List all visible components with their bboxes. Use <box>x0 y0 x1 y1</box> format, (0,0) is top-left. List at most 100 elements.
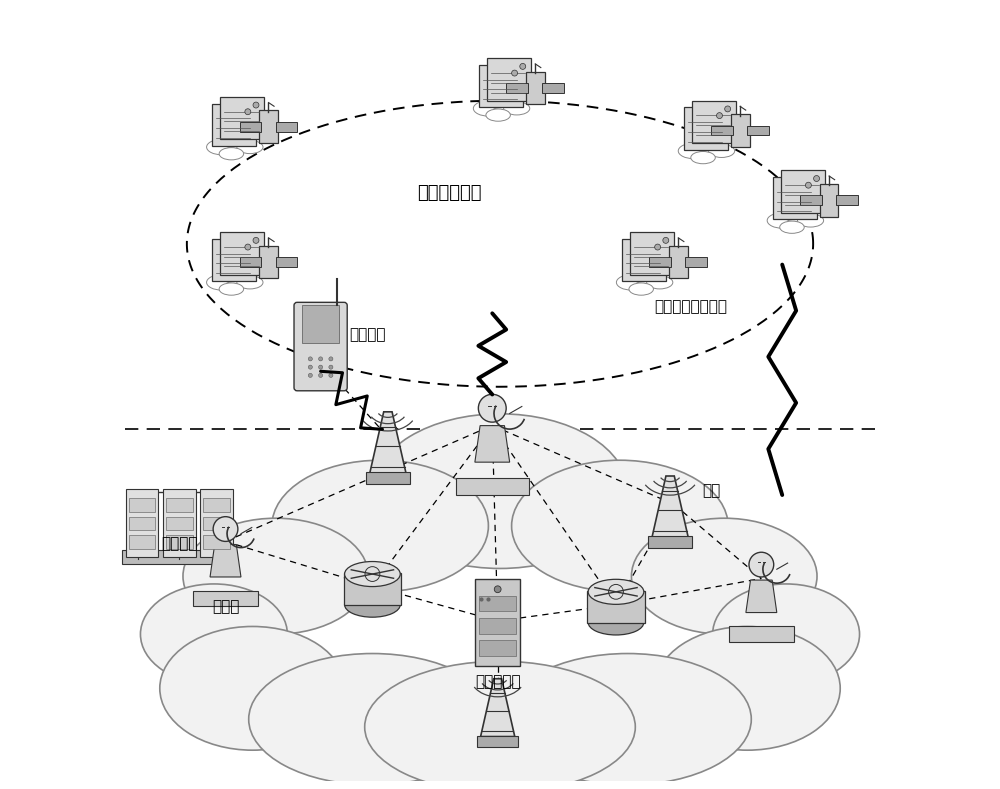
FancyBboxPatch shape <box>587 591 645 623</box>
Ellipse shape <box>140 584 287 684</box>
Circle shape <box>494 586 501 593</box>
Circle shape <box>308 365 312 369</box>
Circle shape <box>319 365 323 369</box>
Circle shape <box>655 244 661 250</box>
FancyBboxPatch shape <box>122 550 236 564</box>
Ellipse shape <box>629 283 653 295</box>
FancyBboxPatch shape <box>630 232 674 275</box>
FancyBboxPatch shape <box>622 239 666 282</box>
FancyBboxPatch shape <box>731 114 750 147</box>
FancyBboxPatch shape <box>692 101 736 143</box>
FancyBboxPatch shape <box>729 626 794 642</box>
Text: 用户终端: 用户终端 <box>349 327 386 342</box>
FancyBboxPatch shape <box>684 107 728 150</box>
Circle shape <box>329 373 333 377</box>
Circle shape <box>319 373 323 377</box>
FancyBboxPatch shape <box>294 302 347 391</box>
Polygon shape <box>370 412 406 473</box>
Text: 卫星边缘计算节点: 卫星边缘计算节点 <box>655 300 728 315</box>
FancyBboxPatch shape <box>344 574 401 605</box>
Ellipse shape <box>588 579 644 604</box>
Text: 地面站: 地面站 <box>212 600 239 615</box>
Circle shape <box>805 182 811 188</box>
FancyBboxPatch shape <box>747 125 769 136</box>
Ellipse shape <box>372 414 628 569</box>
Ellipse shape <box>678 143 709 159</box>
FancyBboxPatch shape <box>129 517 155 530</box>
FancyBboxPatch shape <box>526 72 545 104</box>
Text: 数据中心: 数据中心 <box>161 536 197 551</box>
Circle shape <box>213 517 238 541</box>
Ellipse shape <box>504 102 530 115</box>
Ellipse shape <box>694 138 723 152</box>
Ellipse shape <box>632 270 661 284</box>
Ellipse shape <box>588 610 644 635</box>
FancyBboxPatch shape <box>166 517 193 530</box>
Ellipse shape <box>207 140 238 155</box>
Ellipse shape <box>237 140 263 154</box>
Ellipse shape <box>691 151 715 164</box>
FancyBboxPatch shape <box>212 103 256 146</box>
Ellipse shape <box>713 584 860 684</box>
Ellipse shape <box>504 653 751 785</box>
FancyBboxPatch shape <box>479 618 516 634</box>
FancyBboxPatch shape <box>276 257 297 267</box>
FancyBboxPatch shape <box>479 596 516 611</box>
Polygon shape <box>481 679 515 737</box>
Circle shape <box>308 373 312 377</box>
Ellipse shape <box>647 276 673 289</box>
Circle shape <box>245 109 251 114</box>
Ellipse shape <box>616 275 647 290</box>
FancyBboxPatch shape <box>220 97 264 140</box>
Polygon shape <box>746 580 777 612</box>
Ellipse shape <box>207 275 238 290</box>
FancyBboxPatch shape <box>240 257 261 267</box>
Circle shape <box>478 394 506 422</box>
FancyBboxPatch shape <box>479 65 523 107</box>
FancyBboxPatch shape <box>203 535 230 548</box>
Ellipse shape <box>219 148 244 160</box>
Ellipse shape <box>473 101 504 116</box>
Ellipse shape <box>365 661 635 789</box>
Circle shape <box>725 106 731 112</box>
Ellipse shape <box>160 626 345 750</box>
Text: 基站: 基站 <box>703 484 721 499</box>
FancyBboxPatch shape <box>669 245 688 279</box>
Circle shape <box>663 237 669 243</box>
FancyBboxPatch shape <box>506 83 528 93</box>
FancyBboxPatch shape <box>193 591 258 607</box>
FancyBboxPatch shape <box>203 517 230 530</box>
Polygon shape <box>652 476 688 537</box>
FancyBboxPatch shape <box>220 232 264 275</box>
FancyBboxPatch shape <box>773 177 817 219</box>
FancyBboxPatch shape <box>129 535 155 548</box>
FancyBboxPatch shape <box>129 498 155 511</box>
Ellipse shape <box>237 276 263 289</box>
FancyBboxPatch shape <box>166 498 193 511</box>
Ellipse shape <box>489 95 518 110</box>
FancyBboxPatch shape <box>366 473 410 484</box>
FancyBboxPatch shape <box>836 195 858 205</box>
FancyBboxPatch shape <box>800 195 822 205</box>
FancyBboxPatch shape <box>276 122 297 132</box>
Polygon shape <box>475 425 510 462</box>
Ellipse shape <box>249 653 496 785</box>
FancyBboxPatch shape <box>820 184 838 216</box>
Circle shape <box>329 357 333 361</box>
Ellipse shape <box>223 270 251 284</box>
Circle shape <box>717 113 722 118</box>
FancyBboxPatch shape <box>648 537 692 548</box>
FancyBboxPatch shape <box>477 736 518 746</box>
FancyBboxPatch shape <box>456 478 529 495</box>
Ellipse shape <box>512 460 728 592</box>
Polygon shape <box>210 544 241 577</box>
Ellipse shape <box>631 518 817 634</box>
FancyBboxPatch shape <box>487 58 531 101</box>
FancyBboxPatch shape <box>200 489 233 557</box>
Ellipse shape <box>709 144 735 158</box>
Ellipse shape <box>223 134 251 148</box>
FancyBboxPatch shape <box>685 257 707 267</box>
Ellipse shape <box>655 626 840 750</box>
Ellipse shape <box>345 562 400 586</box>
FancyBboxPatch shape <box>475 579 520 666</box>
